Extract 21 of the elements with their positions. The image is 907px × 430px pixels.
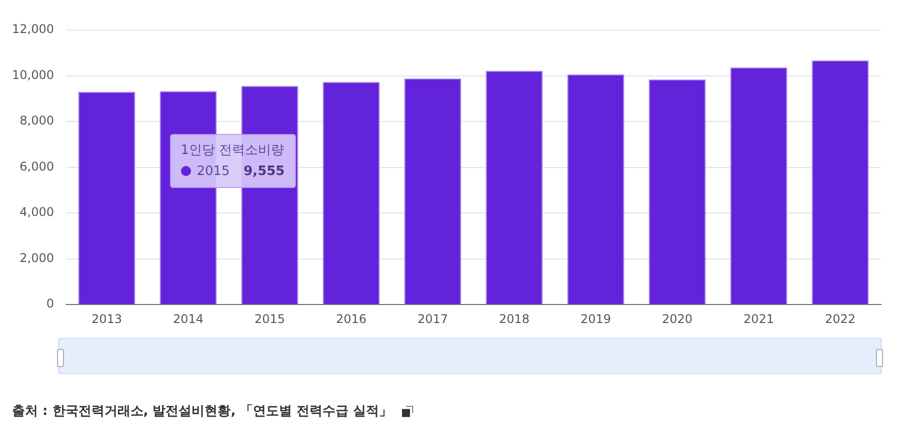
x-tick-label: 2018 (498, 312, 530, 326)
series-label: 1인당 전력소비량 (180, 142, 285, 159)
y-tick-label: 4,000 (20, 205, 54, 220)
x-tick-label: 2014 (172, 312, 204, 326)
y-tick-label: 0 (46, 296, 54, 311)
x-tick-label: 2016 (336, 312, 367, 326)
x-tick-label: 2015 (254, 312, 286, 326)
data-label: 9,555 (244, 164, 285, 179)
x-tick-label: 2021 (743, 312, 774, 326)
y-tick-label: 10,000 (12, 68, 54, 82)
y-tick-label: 2,000 (20, 250, 54, 265)
x-tick-label: 2022 (824, 312, 856, 326)
x-tick-label: 2017 (417, 312, 448, 326)
category-label: 2015 (196, 164, 230, 179)
y-tick-label: 8,000 (20, 114, 54, 128)
y-tick-label: 6,000 (20, 159, 54, 174)
x-tick-label: 2020 (662, 312, 693, 326)
x-tick-label: 2013 (91, 312, 122, 326)
y-tick-label: 12,000 (12, 22, 54, 36)
x-tick-label: 2019 (580, 312, 612, 326)
source-note: 출처 : 한국전력거래소, 발전설비현황, 「연도별 전력수급 실적」 (12, 403, 392, 420)
